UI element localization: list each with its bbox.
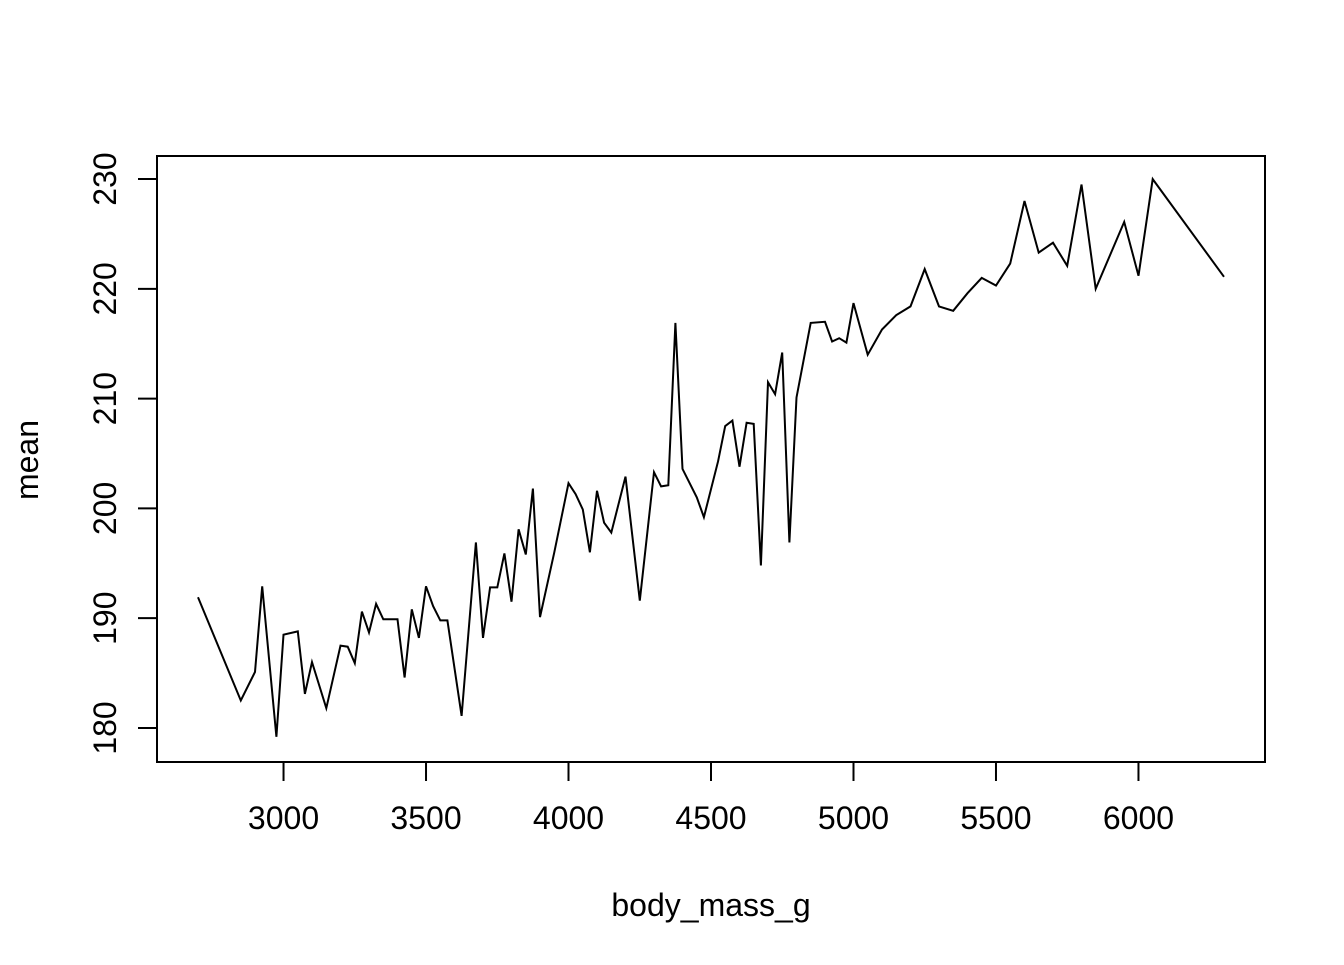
x-tick-label: 4500	[675, 800, 746, 836]
y-tick-label: 220	[87, 262, 123, 315]
y-tick-label: 180	[87, 701, 123, 754]
plot-border	[156, 155, 1266, 763]
series-line	[197, 176, 1225, 737]
y-tick-label: 230	[87, 152, 123, 205]
x-tick-label: 3000	[248, 800, 319, 836]
data-polyline	[197, 176, 1225, 737]
y-tick-label: 200	[87, 482, 123, 535]
x-tick-label: 5500	[960, 800, 1031, 836]
y-tick-label: 210	[87, 372, 123, 425]
x-tick-label: 5000	[818, 800, 889, 836]
y-axis: 180 190 200 210 220 230	[87, 152, 157, 755]
y-tick-label: 190	[87, 591, 123, 644]
plot-box	[156, 155, 1266, 763]
x-axis-label: body_mass_g	[611, 887, 810, 923]
x-tick-label: 3500	[390, 800, 461, 836]
x-tick-label: 4000	[533, 800, 604, 836]
x-tick-label: 6000	[1103, 800, 1174, 836]
x-axis: 3000 3500 4000 4500 5000 5500 6000	[248, 762, 1174, 836]
y-axis-label: mean	[9, 420, 45, 500]
